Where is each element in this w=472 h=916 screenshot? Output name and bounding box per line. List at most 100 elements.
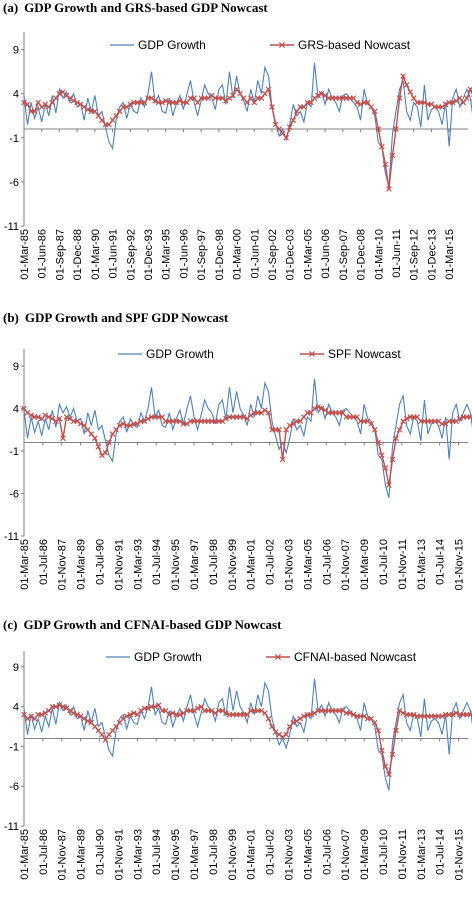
x-tick-label: 01-Mar-05 xyxy=(302,829,314,880)
panel-c: (c)GDP Growth and CFNAI-based GDP Nowcas… xyxy=(0,617,472,916)
x-tick-label: 01-Mar-93 xyxy=(132,829,144,880)
data-point-marker xyxy=(266,716,271,721)
y-tick-label: -6 xyxy=(9,177,19,189)
x-tick-label: 01-Sep-07 xyxy=(338,229,350,280)
x-tick-label: 01-Jul-86 xyxy=(38,829,50,875)
x-tick-label: 01-Jul-94 xyxy=(151,539,163,585)
x-tick-label: 01-Mar-01 xyxy=(246,829,258,880)
legend-label-gdp-growth: GDP Growth xyxy=(146,347,214,361)
data-point-marker xyxy=(263,91,268,96)
x-tick-label: 01-Mar-05 xyxy=(302,229,314,280)
data-point-marker xyxy=(100,732,105,737)
x-tick-label: 01-Nov-95 xyxy=(170,829,182,880)
x-tick-label: 01-Mar-89 xyxy=(76,829,88,880)
x-tick-label: 01-Jun-96 xyxy=(178,229,190,279)
series-line-gdp-growth xyxy=(24,379,472,498)
y-tick-label: 4 xyxy=(13,404,19,416)
y-tick-label: -11 xyxy=(4,821,19,833)
data-point-marker xyxy=(195,100,200,105)
y-tick-label: -6 xyxy=(9,781,19,793)
x-tick-label: 01-Mar-85 xyxy=(19,539,31,590)
y-tick-label: 4 xyxy=(13,702,19,714)
panel-a: (a)GDP Growth and GRS-based GDP Nowcast … xyxy=(0,0,472,299)
x-tick-label: 01-Jul-94 xyxy=(151,829,163,875)
x-tick-label: 01-Sep-02 xyxy=(267,229,279,280)
x-tick-label: 01-Sep-87 xyxy=(54,229,66,280)
x-tick-label: 01-Mar-95 xyxy=(161,229,173,280)
x-tick-label: 01-Mar-05 xyxy=(302,539,314,590)
x-tick-label: 01-Jun-06 xyxy=(320,229,332,279)
x-tick-label: 01-Nov-03 xyxy=(283,539,295,590)
y-tick-label: -1 xyxy=(9,446,19,458)
x-tick-label: 01-Mar-09 xyxy=(359,539,371,590)
y-tick-label: 9 xyxy=(13,361,19,373)
x-tick-label: 01-Jun-91 xyxy=(108,229,120,279)
x-tick-label: 01-Dec-88 xyxy=(72,229,84,280)
x-tick-label: 01-Jul-14 xyxy=(435,829,447,875)
x-tick-label: 01-Jul-98 xyxy=(208,829,220,875)
x-tick-label: 01-Jun-01 xyxy=(249,229,261,279)
x-tick-label: 01-Nov-03 xyxy=(283,829,295,880)
y-tick-label: 4 xyxy=(13,89,19,101)
y-tick-label: 9 xyxy=(13,45,19,57)
x-tick-label: 01-Mar-15 xyxy=(444,229,456,280)
x-tick-label: 01-Nov-99 xyxy=(227,539,239,590)
x-tick-label: 01-Mar-09 xyxy=(359,829,371,880)
x-tick-label: 01-Nov-15 xyxy=(454,539,466,590)
x-tick-label: 01-Jul-86 xyxy=(38,539,50,585)
y-tick-label: -11 xyxy=(4,531,19,543)
x-tick-label: 01-Nov-11 xyxy=(397,539,409,590)
x-tick-label: 01-Mar-85 xyxy=(19,229,31,280)
x-tick-label: 01-Mar-85 xyxy=(19,829,31,880)
x-tick-label: 01-Sep-97 xyxy=(196,229,208,280)
y-tick-label: 9 xyxy=(13,662,19,674)
data-point-marker xyxy=(369,105,374,110)
x-tick-label: 01-Nov-87 xyxy=(57,829,69,880)
x-tick-label: 01-Nov-87 xyxy=(57,539,69,590)
x-tick-label: 01-Jun-11 xyxy=(391,229,403,278)
x-tick-label: 01-Dec-03 xyxy=(285,229,297,280)
legend-label-gdp-growth: GDP Growth xyxy=(134,650,202,664)
x-tick-label: 01-Mar-01 xyxy=(246,539,258,590)
x-tick-label: 01-Jul-10 xyxy=(378,539,390,585)
x-tick-label: 01-Jul-02 xyxy=(265,539,277,585)
legend-label-gdp-growth: GDP Growth xyxy=(138,38,206,52)
x-tick-label: 01-Mar-97 xyxy=(189,539,201,590)
x-tick-label: 01-Jul-98 xyxy=(208,539,220,585)
x-tick-label: 01-Dec-98 xyxy=(214,229,226,280)
x-tick-label: 01-Nov-11 xyxy=(397,829,409,880)
x-tick-label: 01-Mar-89 xyxy=(76,539,88,590)
x-tick-label: 01-Sep-92 xyxy=(125,229,137,280)
x-tick-label: 01-Mar-10 xyxy=(373,229,385,280)
x-tick-label: 01-Dec-08 xyxy=(356,229,368,280)
x-tick-label: 01-Dec-93 xyxy=(143,229,155,280)
x-tick-label: 01-Jun-86 xyxy=(37,229,49,279)
x-tick-label: 01-Sep-12 xyxy=(409,229,421,280)
x-tick-label: 01-Jul-90 xyxy=(95,539,107,585)
y-tick-label: -11 xyxy=(4,221,19,233)
x-tick-label: 01-Mar-00 xyxy=(232,229,244,280)
x-tick-label: 01-Jul-90 xyxy=(95,829,107,875)
x-tick-label: 01-Nov-15 xyxy=(454,829,466,880)
x-tick-label: 01-Nov-99 xyxy=(227,829,239,880)
x-tick-label: 01-Nov-95 xyxy=(170,539,182,590)
x-tick-label: 01-Jul-10 xyxy=(378,829,390,875)
x-tick-label: 01-Mar-13 xyxy=(416,829,428,880)
legend-label-nowcast: SPF Nowcast xyxy=(328,347,401,361)
x-tick-label: 01-Nov-91 xyxy=(113,829,125,880)
y-tick-label: -1 xyxy=(9,133,19,145)
x-tick-label: 01-Jul-02 xyxy=(265,829,277,875)
x-tick-label: 01-Mar-90 xyxy=(90,229,102,280)
legend-label-nowcast: GRS-based Nowcast xyxy=(298,38,411,52)
x-tick-label: 01-Mar-13 xyxy=(416,539,428,590)
y-tick-label: -6 xyxy=(9,489,19,501)
x-tick-label: 01-Nov-07 xyxy=(340,829,352,880)
legend-label-nowcast: CFNAI-based Nowcast xyxy=(294,650,417,664)
y-tick-label: -1 xyxy=(9,741,19,753)
x-tick-label: 01-Jul-14 xyxy=(435,539,447,585)
x-tick-label: 01-Nov-07 xyxy=(340,539,352,590)
